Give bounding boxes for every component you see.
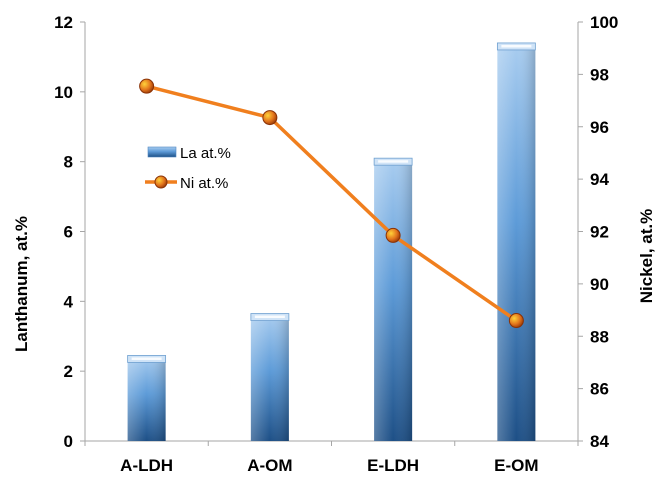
x-tick-label: E-LDH	[367, 456, 419, 475]
y2-tick-label: 96	[590, 118, 609, 137]
legend-item-ni: Ni at.%	[145, 175, 228, 192]
ni-point	[385, 227, 401, 243]
y-axis-title: Lanthanum, at.%	[12, 216, 31, 352]
y2-tick-label: 84	[590, 432, 609, 451]
ni-line	[146, 84, 518, 322]
legend-label: Ni at.%	[180, 175, 228, 192]
bar	[373, 157, 413, 442]
y2-tick-label: 88	[590, 327, 609, 346]
bar-shade	[374, 158, 413, 442]
x-tick-label: A-LDH	[120, 456, 173, 475]
bar-shade	[250, 313, 289, 441]
y2-tick-label: 98	[590, 65, 609, 84]
x-tick-label: E-OM	[494, 456, 538, 475]
y-tick-label: 4	[64, 292, 74, 311]
y-tick-label: 10	[54, 83, 73, 102]
legend-label: La at.%	[180, 145, 231, 162]
legend-swatch-bar	[147, 146, 177, 158]
y2-axis-title: Nickel, at.%	[637, 209, 656, 304]
bar	[250, 313, 290, 441]
bar-highlight	[378, 160, 409, 163]
ni-point	[262, 110, 278, 126]
y2-tick-label: 92	[590, 223, 609, 242]
y-tick-label: 12	[54, 13, 73, 32]
bar-shade	[497, 42, 536, 441]
y-tick-label: 2	[64, 362, 73, 381]
bar	[496, 42, 536, 441]
bar-highlight	[254, 315, 285, 319]
bar-shade	[127, 355, 166, 441]
bar	[127, 355, 167, 441]
y2-tick-label: 90	[590, 275, 609, 294]
bar-highlight	[501, 44, 532, 48]
y2-tick-label: 100	[590, 13, 618, 32]
ni-point	[139, 78, 155, 94]
y2-tick-label: 94	[590, 170, 609, 189]
legend-item-la: La at.%	[147, 145, 231, 162]
y-tick-label: 6	[64, 223, 73, 242]
x-tick-label: A-OM	[247, 456, 292, 475]
y-tick-label: 8	[64, 153, 73, 172]
y2-tick-label: 86	[590, 380, 609, 399]
legend-swatch-marker	[154, 175, 168, 189]
ni-point	[508, 313, 524, 329]
y-tick-label: 0	[64, 432, 73, 451]
bar-highlight	[131, 357, 162, 360]
